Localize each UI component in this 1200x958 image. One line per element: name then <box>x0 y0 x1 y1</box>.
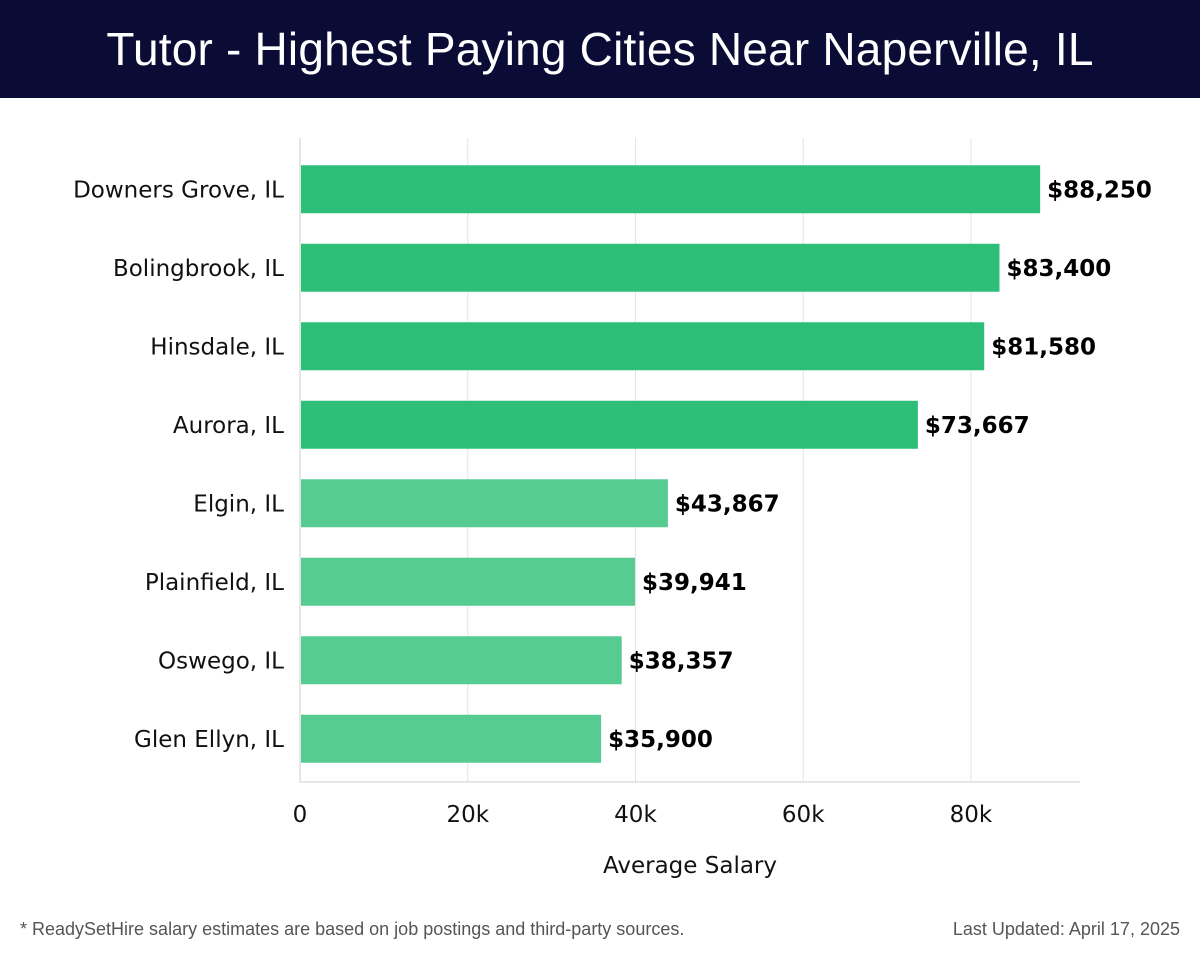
category-label-2: Hinsdale, IL <box>150 334 284 360</box>
value-label-3: $73,667 <box>925 413 1030 439</box>
footer-note: * ReadySetHire salary estimates are base… <box>20 919 685 939</box>
category-label-3: Aurora, IL <box>173 413 284 439</box>
x-tick-label-3: 60k <box>782 802 825 828</box>
bar-chart: Downers Grove, IL $88,250 Bolingbrook, IL $… <box>73 138 1152 879</box>
value-label-2: $81,580 <box>991 334 1096 360</box>
value-label-4: $43,867 <box>675 491 780 517</box>
value-label-0: $88,250 <box>1047 177 1152 203</box>
category-label-7: Glen Ellyn, IL <box>134 727 284 753</box>
category-label-6: Oswego, IL <box>158 648 284 674</box>
bar-0 <box>301 165 1041 214</box>
bar-6 <box>301 636 622 685</box>
bar-3 <box>301 400 918 449</box>
last-updated: Last Updated: April 17, 2025 <box>952 919 1180 939</box>
chart-header: Tutor - Highest Paying Cities Near Naper… <box>0 0 1200 98</box>
value-label-5: $39,941 <box>642 570 747 596</box>
value-label-1: $83,400 <box>1006 256 1111 282</box>
category-label-5: Plainfield, IL <box>145 570 284 596</box>
chart-title: Tutor - Highest Paying Cities Near Naper… <box>106 23 1094 75</box>
bar-7 <box>301 714 602 763</box>
x-tick-label-1: 20k <box>446 802 489 828</box>
bar-2 <box>301 322 985 371</box>
bar-4 <box>301 479 668 528</box>
category-label-4: Elgin, IL <box>193 491 284 517</box>
value-label-6: $38,357 <box>629 648 734 674</box>
x-axis-label: Average Salary <box>603 853 777 879</box>
category-label-1: Bolingbrook, IL <box>113 256 284 282</box>
x-tick-label-4: 80k <box>950 802 993 828</box>
bar-5 <box>301 557 635 606</box>
value-label-7: $35,900 <box>608 727 713 753</box>
category-label-0: Downers Grove, IL <box>73 177 284 203</box>
x-tick-label-0: 0 <box>293 802 308 828</box>
x-tick-label-2: 40k <box>614 802 657 828</box>
bar-1 <box>301 243 1000 292</box>
